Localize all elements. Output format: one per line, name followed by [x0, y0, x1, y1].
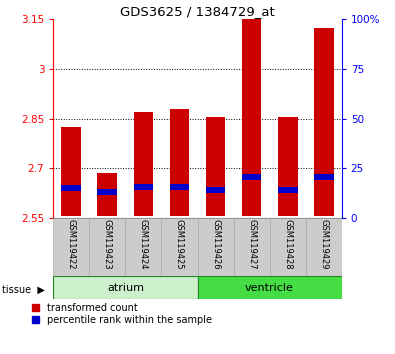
Text: GSM119425: GSM119425 — [175, 219, 184, 270]
Bar — [162, 218, 198, 276]
Bar — [53, 276, 198, 299]
Bar — [98, 173, 117, 216]
Bar — [233, 218, 270, 276]
Text: GSM119426: GSM119426 — [211, 219, 220, 270]
Text: GSM119429: GSM119429 — [319, 219, 328, 270]
Bar — [134, 184, 153, 190]
Bar — [169, 184, 189, 190]
Bar — [62, 185, 81, 190]
Text: tissue  ▶: tissue ▶ — [2, 285, 45, 295]
Bar — [198, 276, 342, 299]
Text: GSM119427: GSM119427 — [247, 219, 256, 270]
Bar — [242, 18, 261, 216]
Bar — [206, 117, 226, 216]
Bar — [314, 28, 333, 216]
Bar — [98, 189, 117, 195]
Text: GSM119424: GSM119424 — [139, 219, 148, 270]
Bar — [62, 127, 81, 216]
Bar — [278, 187, 297, 193]
Bar — [53, 218, 89, 276]
Bar — [126, 218, 162, 276]
Text: ventricle: ventricle — [245, 282, 294, 293]
Bar — [242, 175, 261, 181]
Bar — [89, 218, 126, 276]
Bar — [198, 218, 233, 276]
Bar — [169, 109, 189, 216]
Legend: transformed count, percentile rank within the sample: transformed count, percentile rank withi… — [32, 303, 212, 325]
Bar — [270, 218, 306, 276]
Title: GDS3625 / 1384729_at: GDS3625 / 1384729_at — [120, 5, 275, 18]
Bar — [314, 175, 333, 181]
Text: GSM119422: GSM119422 — [67, 219, 76, 270]
Bar — [134, 112, 153, 216]
Text: GSM119428: GSM119428 — [283, 219, 292, 270]
Bar — [206, 187, 226, 193]
Text: GSM119423: GSM119423 — [103, 219, 112, 270]
Bar — [278, 117, 297, 216]
Text: atrium: atrium — [107, 282, 144, 293]
Bar — [306, 218, 342, 276]
